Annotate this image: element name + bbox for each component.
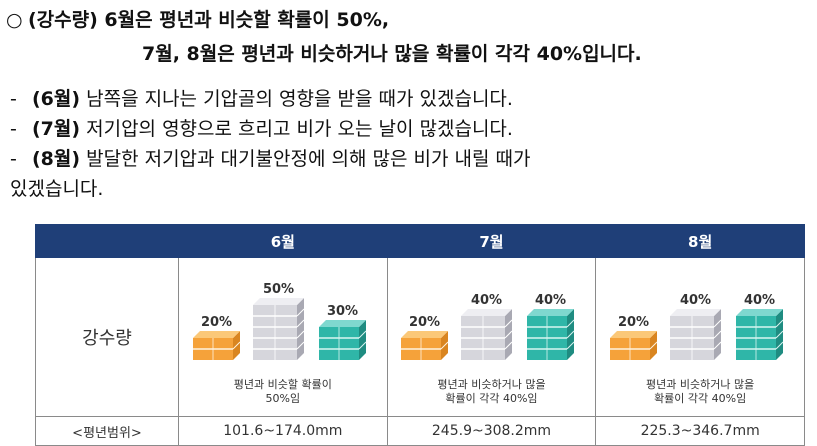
bar-side	[296, 298, 304, 360]
precipitation-probability-table: 6월 7월 8월 강수량 20% 50% 30% 평년과 비슷할 확률이 50%임 2…	[35, 224, 805, 446]
chart-cell-july: 20% 40% 40% 평년과 비슷하거나 많을 확률이 각각 40%임	[386, 257, 597, 417]
headline-line2: 7월, 8월은 평년과 비슷하거나 많을 확률이 각각 40%입니다.	[142, 43, 642, 65]
table-row-precipitation: 강수량 20% 50% 30% 평년과 비슷할 확률이 50%임 20% 40% 40% …	[35, 257, 805, 417]
range-july: 245.9~308.2mm	[386, 416, 597, 446]
bar-top	[527, 309, 575, 316]
bar-layer-line	[296, 341, 305, 350]
bar-layer-line	[567, 330, 575, 339]
bar-normal: 40%	[670, 293, 722, 360]
chart-caption: 평년과 비슷할 확률이 50%임	[179, 378, 387, 414]
bar-layer-line	[505, 330, 513, 339]
bar-value-label: 40%	[744, 293, 775, 308]
probability-chart-august: 20% 40% 40%	[610, 293, 784, 360]
bar-side	[358, 320, 366, 360]
caption-line: 평년과 비슷할 확률이	[233, 378, 332, 391]
bar-below: 20%	[192, 315, 241, 360]
caption-line: 확률이 각각 40%임	[445, 392, 538, 405]
row-label-normal-range: <평년범위>	[35, 416, 179, 446]
bar-value-label: 40%	[535, 293, 566, 308]
monthly-outlook-list: - (6월) 남쪽을 지나는 기압골의 영향을 받을 때가 있겠습니다. - (7월…	[10, 84, 530, 204]
bar-layer-line	[232, 341, 241, 350]
headline-line1: (강수량) 6월은 평년과 비슷할 확률이 50%,	[28, 9, 390, 31]
bar-layer-line	[441, 341, 449, 350]
bar-layer-line	[358, 330, 367, 339]
table-row-normal-range: <평년범위> 101.6~174.0mm 245.9~308.2mm 225.3…	[35, 416, 805, 446]
bullet-august: - (8월) 발달한 저기압과 대기불안정에 의해 많은 비가 내릴 때가	[10, 144, 530, 174]
bar-value-label: 20%	[201, 315, 232, 330]
bar-layer-line	[358, 341, 367, 350]
bar-value-label: 20%	[409, 315, 440, 330]
chart-caption: 평년과 비슷하거나 많을 확률이 각각 40%임	[596, 378, 804, 414]
bar-layer-line	[775, 319, 784, 328]
bar-value-label: 20%	[618, 315, 649, 330]
bullet-dash: -	[10, 88, 17, 110]
bar-layer-line	[296, 308, 305, 317]
table-header-august: 8월	[595, 224, 805, 258]
chart-cell-august: 20% 40% 40% 평년과 비슷하거나 많을 확률이 각각 40%임	[595, 257, 805, 417]
bar-value-label: 40%	[680, 293, 711, 308]
bar-layer-line	[713, 330, 722, 339]
bullet-june: - (6월) 남쪽을 지나는 기압골의 영향을 받을 때가 있겠습니다.	[10, 84, 530, 114]
bar-layer-line	[713, 319, 722, 328]
bar-top	[461, 309, 513, 316]
bar-layer-line	[505, 341, 513, 350]
bullet-dash: -	[10, 118, 17, 140]
caption-line: 평년과 비슷하거나 많을	[646, 378, 755, 391]
row-label-precipitation: 강수량	[35, 257, 179, 417]
chart-caption: 평년과 비슷하거나 많을 확률이 각각 40%임	[388, 378, 596, 414]
bar-top	[670, 309, 722, 316]
headline: ○ (강수량) 6월은 평년과 비슷할 확률이 50%, 7월, 8월은 평년과 …	[6, 3, 642, 65]
bullet-tag: (8월)	[32, 148, 81, 170]
bar-below: 20%	[401, 315, 449, 360]
bar-layer-line	[567, 319, 575, 328]
bullet-text: 저기압의 영향으로 흐리고 비가 오는 날이 많겠습니다.	[80, 118, 513, 140]
bullet-july: - (7월) 저기압의 영향으로 흐리고 비가 오는 날이 많겠습니다.	[10, 114, 530, 144]
bar-layer-line	[649, 341, 658, 350]
bullet-text: 남쪽을 지나는 기압골의 영향을 받을 때가 있겠습니다.	[80, 88, 513, 110]
bar-value-label: 30%	[327, 304, 358, 319]
table-header-row: 6월 7월 8월	[35, 224, 805, 258]
bullet-dash: -	[10, 148, 17, 170]
bar-normal: 40%	[461, 293, 513, 360]
chart-cell-june: 20% 50% 30% 평년과 비슷할 확률이 50%임	[178, 257, 388, 417]
bar-value-label: 50%	[263, 282, 294, 297]
bar-above: 30%	[318, 304, 367, 360]
probability-chart-july: 20% 40% 40%	[401, 293, 575, 360]
bar-layer-line	[713, 341, 722, 350]
range-august: 225.3~346.7mm	[595, 416, 805, 446]
caption-line: 평년과 비슷하거나 많을	[437, 378, 546, 391]
circle-marker-icon: ○	[6, 9, 23, 31]
bar-layer-line	[775, 341, 784, 350]
bar-top	[318, 320, 366, 327]
bar-normal: 50%	[252, 282, 305, 360]
bar-below: 20%	[610, 315, 658, 360]
bar-top	[736, 309, 784, 316]
bar-layer-line	[775, 330, 784, 339]
table-header-june: 6월	[178, 224, 388, 258]
bar-above: 40%	[736, 293, 784, 360]
table-header-july: 7월	[386, 224, 597, 258]
bar-layer-line	[296, 319, 305, 328]
bullet-august-continuation: 있겠습니다.	[10, 178, 104, 200]
bullet-tag: (7월)	[32, 118, 81, 140]
bar-top	[192, 331, 240, 338]
range-june: 101.6~174.0mm	[178, 416, 388, 446]
table-header-blank	[35, 224, 179, 258]
bar-above: 40%	[527, 293, 575, 360]
bar-layer-line	[505, 319, 513, 328]
bar-top	[610, 331, 658, 338]
probability-chart-june: 20% 50% 30%	[192, 282, 367, 360]
bar-layer-line	[567, 341, 575, 350]
caption-line: 확률이 각각 40%임	[654, 392, 747, 405]
bullet-text: 발달한 저기압과 대기불안정에 의해 많은 비가 내릴 때가	[80, 148, 531, 170]
bar-top	[401, 331, 449, 338]
bar-top	[252, 298, 304, 305]
bar-value-label: 40%	[471, 293, 502, 308]
bar-layer-line	[296, 330, 305, 339]
caption-line: 50%임	[265, 392, 301, 405]
bullet-tag: (6월)	[32, 88, 81, 110]
